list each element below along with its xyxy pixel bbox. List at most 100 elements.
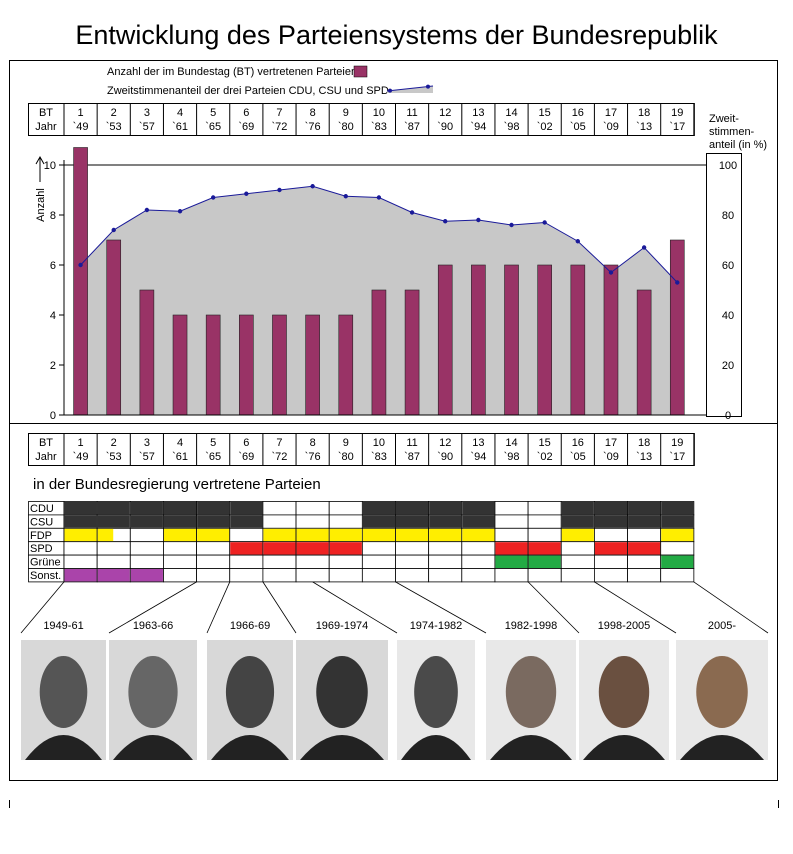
bottom-year-label: `53 xyxy=(106,451,122,463)
government-fill xyxy=(64,502,97,515)
bottom-bt-number: 8 xyxy=(310,437,316,449)
government-fill xyxy=(230,502,263,515)
bar xyxy=(139,289,155,416)
bottom-year-label: `05 xyxy=(570,451,586,463)
government-fill xyxy=(64,515,97,528)
legend-line-marker xyxy=(388,88,392,93)
left-tick-label: 10 xyxy=(44,160,56,172)
government-cell xyxy=(461,554,496,569)
bottom-year-label: `98 xyxy=(504,451,520,463)
bar xyxy=(537,264,552,416)
government-fill xyxy=(263,542,296,555)
bottom-year-label: `17 xyxy=(669,451,685,463)
government-fill xyxy=(163,502,197,515)
government-cell xyxy=(428,541,463,556)
bar xyxy=(205,314,221,416)
top-year-label: `05 xyxy=(570,121,586,133)
government-fill xyxy=(429,528,462,542)
right-tick-label: 60 xyxy=(722,260,734,272)
portrait-head xyxy=(414,656,458,728)
government-cell xyxy=(196,554,231,569)
chancellor-period: 1949-61 xyxy=(43,620,83,632)
government-cell xyxy=(660,568,695,583)
government-title: in der Bundesregierung vertretene Partei… xyxy=(33,476,321,493)
top-year-label: `98 xyxy=(504,121,520,133)
government-fill xyxy=(362,502,395,515)
government-fill xyxy=(661,528,694,542)
government-cell xyxy=(395,541,430,556)
bar xyxy=(603,264,619,416)
government-cell xyxy=(163,568,197,583)
bar xyxy=(371,289,387,416)
government-fill xyxy=(561,515,594,528)
vote-share-point xyxy=(343,194,348,199)
top-bt-label: BT xyxy=(39,107,53,119)
chancellor-period: 1982-1998 xyxy=(505,620,558,632)
government-cell xyxy=(163,541,197,556)
legend-line-marker xyxy=(426,84,430,89)
top-bt-number: 17 xyxy=(605,107,617,119)
top-bt-number: 15 xyxy=(539,107,551,119)
chancellor-connector xyxy=(206,581,231,634)
government-cell xyxy=(461,541,496,556)
government-fill xyxy=(163,515,197,528)
bottom-bt-number: 12 xyxy=(439,437,451,449)
party-label: CSU xyxy=(30,516,53,528)
left-tick-label: 4 xyxy=(50,310,56,322)
government-fill xyxy=(661,515,694,528)
government-fill xyxy=(130,515,163,528)
bar xyxy=(172,314,188,416)
government-cell xyxy=(163,554,197,569)
government-fill xyxy=(64,528,97,542)
bottom-bt-number: 19 xyxy=(671,437,683,449)
top-bt-number: 5 xyxy=(210,107,216,119)
government-fill xyxy=(495,542,528,555)
party-label: CDU xyxy=(30,503,54,515)
vote-share-point xyxy=(476,217,481,223)
edge-tick xyxy=(9,800,10,808)
right-axis-label: Zweit- xyxy=(709,113,739,125)
chancellor-connector xyxy=(395,581,487,634)
government-cell xyxy=(229,527,264,543)
government-cell xyxy=(262,501,297,516)
government-fill xyxy=(97,528,114,542)
government-cell xyxy=(361,568,396,583)
bottom-year-label: `80 xyxy=(338,451,354,463)
top-bt-number: 1 xyxy=(78,107,84,119)
bottom-bt-number: 3 xyxy=(144,437,150,449)
government-cell xyxy=(527,514,562,529)
bar xyxy=(272,314,287,416)
bottom-year-label: `72 xyxy=(272,451,288,463)
government-cell xyxy=(494,501,529,516)
top-year-label: `02 xyxy=(537,121,553,133)
government-fill xyxy=(561,528,594,542)
government-cell xyxy=(262,514,297,529)
government-fill xyxy=(296,528,329,542)
top-bt-number: 2 xyxy=(111,107,117,119)
bottom-year-label: `09 xyxy=(603,451,619,463)
government-cell xyxy=(594,527,628,543)
government-fill xyxy=(130,502,163,515)
legend-line-label: Zweitstimmenanteil der drei Parteien CDU… xyxy=(107,85,389,97)
government-fill xyxy=(628,515,661,528)
left-axis-label: Anzahl xyxy=(35,188,47,222)
top-year-label: `65 xyxy=(205,121,221,133)
bottom-jahr-label: Jahr xyxy=(35,451,57,463)
government-cell xyxy=(494,514,529,529)
government-cell xyxy=(527,568,562,583)
portrait-shoulders xyxy=(680,735,764,760)
government-cell xyxy=(262,568,297,583)
vote-share-point xyxy=(277,187,282,193)
government-fill xyxy=(396,502,429,515)
chancellor-connector xyxy=(594,581,677,634)
government-fill xyxy=(329,542,362,555)
chancellor-period: 1969-1974 xyxy=(316,620,369,632)
bar xyxy=(636,289,652,416)
government-cell xyxy=(461,568,496,583)
top-bt-number: 16 xyxy=(572,107,584,119)
government-cell xyxy=(395,568,430,583)
government-fill xyxy=(263,528,296,542)
bottom-year-label: `87 xyxy=(404,451,420,463)
top-year-label: `17 xyxy=(669,121,685,133)
